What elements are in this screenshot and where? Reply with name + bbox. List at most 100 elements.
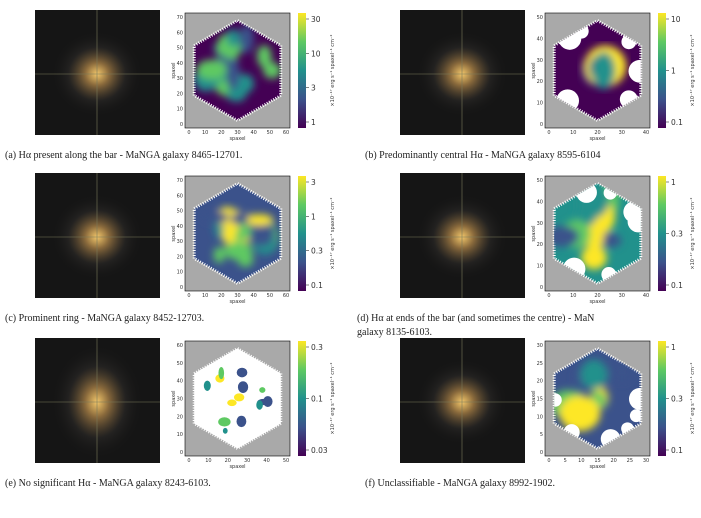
colorbar-tick-label: 1: [311, 212, 316, 221]
colorbar-tick-label: 1: [311, 118, 316, 127]
y-tick-label: 30: [177, 76, 183, 82]
y-tick-label: 50: [537, 15, 543, 21]
emission-blob: [227, 399, 237, 406]
y-tick-label: 5: [540, 432, 543, 438]
y-tick-label: 40: [177, 379, 183, 385]
x-tick-label: 5: [564, 458, 567, 464]
emission-blob: [581, 360, 608, 390]
y-tick-label: 20: [177, 91, 183, 97]
colorbar-tick-label: 1: [671, 343, 676, 352]
x-axis-label: spaxel: [589, 464, 605, 470]
colorbar-label: ×10⁻¹⁷ erg s⁻¹ spaxel⁻¹ cm⁻²: [330, 34, 336, 106]
x-axis-label: spaxel: [229, 299, 245, 305]
y-tick-label: 30: [537, 58, 543, 64]
y-tick-label: 10: [177, 107, 183, 113]
x-axis-label: spaxel: [229, 136, 245, 142]
emission-blob: [601, 234, 621, 247]
x-tick-label: 60: [283, 130, 289, 136]
x-tick-label: 50: [267, 130, 273, 136]
colorbar-tick-label: 0.1: [671, 281, 683, 290]
x-tick-label: 50: [283, 458, 289, 464]
x-tick-label: 40: [643, 130, 649, 136]
y-tick-label: 70: [177, 178, 183, 184]
x-tick-label: 20: [218, 293, 224, 299]
panel: 051015202530051015202530spaxelspaxel10.3…: [365, 338, 696, 489]
emission-blob: [237, 368, 248, 378]
colorbar-label: ×10⁻¹⁷ erg s⁻¹ spaxel⁻¹ cm⁻²: [690, 34, 696, 106]
x-axis-label: spaxel: [229, 464, 245, 470]
x-tick-label: 20: [218, 130, 224, 136]
caption: (b) Predominantly central Hα - MaNGA gal…: [365, 150, 600, 161]
x-tick-label: 25: [627, 458, 633, 464]
emission-blob: [202, 212, 229, 223]
y-tick-label: 40: [177, 224, 183, 230]
emission-blob: [237, 416, 247, 427]
colorbar-tick-label: 3: [311, 178, 316, 187]
caption: (d) Hα at ends of the bar (and sometimes…: [357, 313, 594, 324]
colorbar: [658, 341, 666, 456]
emission-blob: [245, 214, 273, 225]
y-tick-label: 60: [177, 30, 183, 36]
emission-blob: [231, 213, 249, 225]
colorbar-tick-label: 0.1: [311, 395, 323, 404]
y-tick-label: 20: [537, 379, 543, 385]
colorbar: [298, 176, 306, 291]
y-tick-label: 25: [537, 361, 543, 367]
colorbar-tick-label: 0.3: [311, 247, 323, 256]
y-tick-label: 0: [540, 450, 543, 456]
colorbar-tick-label: 0.1: [671, 118, 683, 127]
emission-blob: [257, 45, 271, 67]
y-tick-label: 50: [177, 46, 183, 52]
y-tick-label: 50: [177, 209, 183, 215]
y-axis-label: spaxel: [531, 225, 537, 241]
emission-blob: [227, 29, 240, 46]
colorbar-tick-label: 1: [671, 67, 676, 76]
y-tick-label: 10: [537, 101, 543, 107]
emission-blob: [234, 393, 244, 401]
emission-blob: [218, 367, 224, 379]
y-tick-label: 20: [537, 79, 543, 85]
colorbar-tick-label: 0.1: [671, 446, 683, 455]
figure: 0102030405060010203040506070spaxelspaxel…: [0, 0, 701, 518]
x-tick-label: 0: [187, 130, 190, 136]
colorbar-label: ×10⁻¹⁷ erg s⁻¹ spaxel⁻¹ cm⁻²: [690, 362, 696, 434]
y-tick-label: 40: [537, 36, 543, 42]
emission-blob: [238, 381, 248, 393]
x-tick-label: 10: [570, 293, 576, 299]
colorbar-label: ×10⁻¹⁷ erg s⁻¹ spaxel⁻¹ cm⁻²: [330, 197, 336, 269]
colorbar-tick-label: 0.3: [671, 230, 683, 239]
colorbar-tick-label: 0.3: [311, 343, 323, 352]
colorbar-tick-label: 30: [311, 15, 321, 24]
y-tick-label: 0: [180, 122, 183, 128]
y-tick-label: 40: [177, 61, 183, 67]
emission-blob: [224, 241, 253, 259]
y-tick-label: 60: [177, 193, 183, 199]
emission-blob: [592, 52, 615, 90]
y-tick-label: 40: [537, 199, 543, 205]
y-tick-label: 30: [177, 239, 183, 245]
x-tick-label: 50: [267, 293, 273, 299]
y-tick-label: 10: [177, 432, 183, 438]
x-tick-label: 10: [578, 458, 584, 464]
y-tick-label: 20: [177, 254, 183, 260]
y-tick-label: 0: [540, 122, 543, 128]
y-tick-label: 0: [180, 450, 183, 456]
emission-blob: [259, 387, 265, 393]
emission-blob: [226, 58, 240, 90]
y-tick-label: 30: [537, 343, 543, 349]
page: 0102030405060010203040506070spaxelspaxel…: [0, 0, 701, 518]
x-tick-label: 40: [263, 458, 269, 464]
x-tick-label: 30: [643, 458, 649, 464]
emission-blob: [560, 396, 601, 432]
emission-blob: [204, 381, 211, 391]
x-tick-label: 30: [619, 293, 625, 299]
emission-blob: [256, 400, 263, 409]
y-tick-label: 15: [537, 397, 543, 403]
x-tick-label: 0: [547, 130, 550, 136]
colorbar-tick-label: 0.1: [311, 281, 323, 290]
colorbar-label: ×10⁻¹⁷ erg s⁻¹ spaxel⁻¹ cm⁻²: [330, 362, 336, 434]
y-tick-label: 10: [537, 264, 543, 270]
